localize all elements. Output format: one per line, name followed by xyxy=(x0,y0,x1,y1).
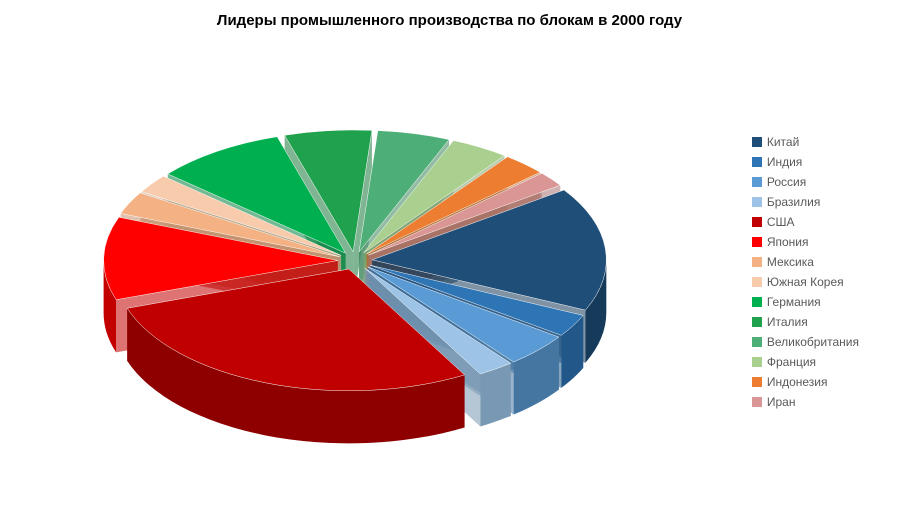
legend-item: США xyxy=(752,215,859,229)
legend-swatch xyxy=(752,377,762,387)
legend-item: Великобритания xyxy=(752,335,859,349)
legend-label: США xyxy=(767,215,795,229)
legend-item: Индонезия xyxy=(752,375,859,389)
legend-swatch xyxy=(752,317,762,327)
legend-label: Италия xyxy=(767,315,808,329)
legend-swatch xyxy=(752,257,762,267)
legend-item: Германия xyxy=(752,295,859,309)
legend-swatch xyxy=(752,157,762,167)
chart-title: Лидеры промышленного производства по бло… xyxy=(0,12,899,29)
legend-item: Франция xyxy=(752,355,859,369)
legend-label: Япония xyxy=(767,235,809,249)
legend-swatch xyxy=(752,397,762,407)
legend: Китай Индия Россия Бразилия США Япония Мексика… xyxy=(752,135,859,415)
legend-swatch xyxy=(752,217,762,227)
legend-item: Италия xyxy=(752,315,859,329)
legend-swatch xyxy=(752,137,762,147)
legend-item: Китай xyxy=(752,135,859,149)
legend-item: Иран xyxy=(752,395,859,409)
legend-item: Мексика xyxy=(752,255,859,269)
legend-label: Бразилия xyxy=(767,195,821,209)
legend-swatch xyxy=(752,277,762,287)
legend-item: Япония xyxy=(752,235,859,249)
legend-label: Франция xyxy=(767,355,816,369)
legend-item: Южная Корея xyxy=(752,275,859,289)
legend-swatch xyxy=(752,197,762,207)
legend-label: Китай xyxy=(767,135,799,149)
legend-swatch xyxy=(752,357,762,367)
legend-label: Индонезия xyxy=(767,375,828,389)
legend-label: Иран xyxy=(767,395,796,409)
legend-item: Россия xyxy=(752,175,859,189)
legend-swatch xyxy=(752,337,762,347)
legend-item: Индия xyxy=(752,155,859,169)
legend-label: Россия xyxy=(767,175,806,189)
legend-swatch xyxy=(752,177,762,187)
pie-chart-3d xyxy=(30,55,680,495)
legend-swatch xyxy=(752,237,762,247)
legend-label: Южная Корея xyxy=(767,275,844,289)
legend-item: Бразилия xyxy=(752,195,859,209)
legend-label: Германия xyxy=(767,295,821,309)
legend-label: Мексика xyxy=(767,255,814,269)
legend-label: Индия xyxy=(767,155,802,169)
legend-swatch xyxy=(752,297,762,307)
legend-label: Великобритания xyxy=(767,335,859,349)
